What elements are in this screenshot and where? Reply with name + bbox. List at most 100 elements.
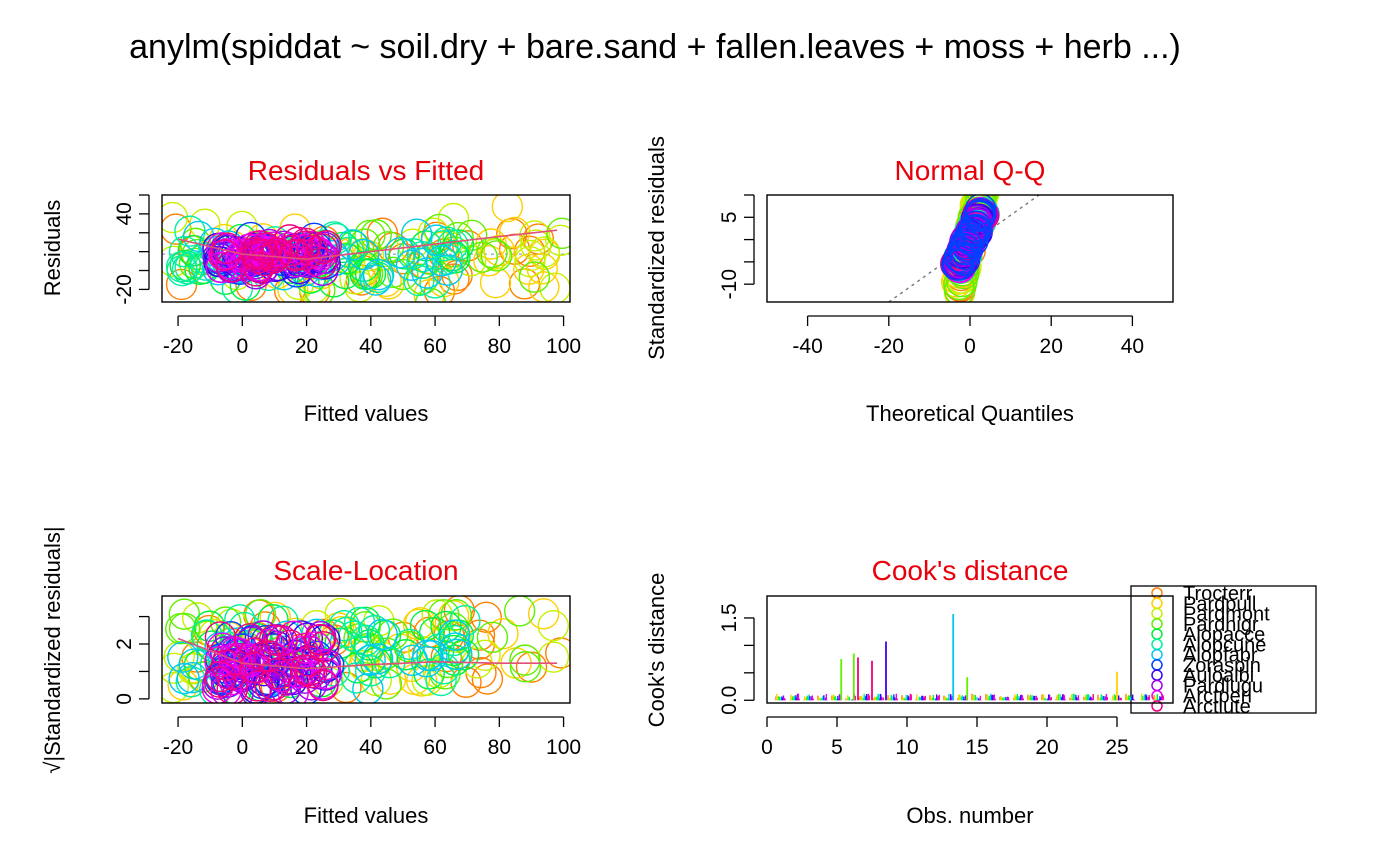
point — [306, 233, 338, 265]
x-tick-label: -20 — [874, 335, 904, 358]
y-axis-label: √|Standardized residuals| — [40, 526, 65, 773]
x-tick-label: 100 — [546, 736, 581, 759]
x-tick-label: 20 — [295, 736, 318, 759]
point — [257, 604, 289, 636]
point — [953, 221, 986, 253]
x-tick-label: 40 — [1121, 335, 1144, 358]
y-tick-label: 2 — [113, 638, 136, 650]
x-tick-label: 20 — [295, 335, 318, 358]
x-tick-label: 60 — [423, 335, 446, 358]
point — [964, 195, 997, 225]
x-tick-label: 0 — [236, 736, 248, 759]
point — [304, 623, 337, 656]
point — [942, 249, 975, 281]
y-tick-label: 1.5 — [718, 603, 741, 632]
point — [352, 673, 384, 703]
point — [296, 235, 329, 267]
point — [340, 662, 373, 694]
point — [406, 241, 439, 273]
point — [226, 238, 259, 270]
point — [168, 598, 201, 630]
point — [414, 287, 447, 302]
point — [400, 218, 433, 250]
point — [527, 598, 560, 630]
point — [503, 596, 536, 627]
legend-label: Alopfabr — [1183, 645, 1258, 667]
x-axis-label: Fitted values — [304, 401, 429, 426]
point — [411, 257, 443, 289]
point — [360, 219, 392, 251]
point — [293, 645, 325, 677]
point — [537, 641, 570, 673]
legend-label: Pardlugu — [1183, 675, 1263, 697]
y-tick-label: 0 — [113, 693, 136, 705]
point — [384, 237, 417, 269]
point — [244, 230, 276, 262]
point — [430, 226, 463, 258]
y-tick-label: -20 — [113, 274, 136, 304]
point — [479, 238, 511, 270]
point — [181, 602, 214, 634]
smooth-line — [177, 637, 558, 670]
point — [258, 624, 291, 656]
legend-label: Alopcune — [1183, 634, 1266, 656]
point — [427, 230, 459, 262]
point — [393, 628, 426, 661]
point — [359, 264, 392, 296]
point — [217, 663, 249, 696]
point — [403, 264, 435, 297]
point — [366, 618, 398, 651]
point — [469, 639, 501, 672]
bars — [775, 614, 1164, 701]
point — [241, 670, 273, 702]
point — [419, 267, 451, 299]
point — [204, 645, 236, 678]
legend-label: Alopacce — [1183, 624, 1265, 646]
legend-label: Auloalbi — [1183, 665, 1254, 687]
x-tick-label: 0 — [964, 335, 976, 358]
point — [476, 621, 509, 654]
panel-title: Scale-Location — [273, 555, 458, 586]
y-axis-label: Residuals — [40, 200, 65, 297]
x-axis-label: Theoretical Quantiles — [866, 401, 1074, 426]
points — [888, 195, 1040, 302]
point — [438, 619, 471, 651]
x-tick-label: 40 — [359, 736, 382, 759]
plot-frame — [161, 595, 571, 704]
point — [537, 609, 570, 642]
point — [420, 224, 453, 256]
y-tick-label: 0.0 — [718, 686, 741, 715]
point — [470, 601, 502, 634]
point — [455, 219, 488, 252]
y-tick-label: 40 — [113, 202, 136, 225]
y-tick-label: 5 — [718, 211, 741, 223]
point — [361, 643, 394, 675]
point — [354, 257, 387, 290]
y-tick-label: -10 — [718, 269, 741, 299]
panel-normal-qq: Normal Q-Q Theoretical Quantiles Standar… — [644, 136, 1174, 426]
plot-frame — [161, 194, 571, 303]
point — [258, 669, 290, 701]
point — [279, 238, 311, 271]
y-axis-label: Standardized residuals — [644, 136, 669, 360]
point — [295, 656, 328, 689]
point — [362, 258, 395, 291]
x-tick-label: 10 — [895, 736, 918, 759]
point — [441, 638, 473, 671]
point — [509, 644, 541, 676]
x-tick-label: 100 — [546, 335, 581, 358]
y-axis-label: Cook's distance — [644, 573, 669, 728]
plot-frame — [766, 595, 1174, 704]
point — [162, 671, 190, 703]
point — [168, 662, 200, 695]
x-tick-label: 20 — [1040, 335, 1063, 358]
point — [171, 253, 204, 285]
point — [546, 217, 570, 250]
panel-scale-location: Scale-Location Fitted values √|Standardi… — [40, 526, 581, 828]
x-tick-label: 60 — [423, 736, 446, 759]
point — [387, 258, 419, 291]
points — [162, 195, 570, 302]
legend-label: Arctperi — [1183, 686, 1252, 708]
panel-title: Residuals vs Fitted — [248, 155, 485, 186]
